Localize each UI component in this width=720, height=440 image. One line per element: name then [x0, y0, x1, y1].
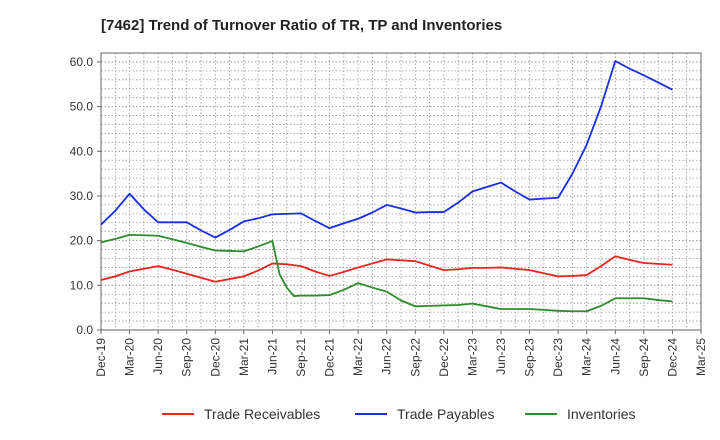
x-tick-label: Dec-20: [208, 338, 222, 377]
y-axis-ticks: 0.0 10.0 20.0 30.0 40.0 50.0 60.0: [70, 55, 101, 337]
x-tick-label: Mar-22: [351, 338, 365, 376]
y-tick-label: 60.0: [70, 55, 94, 69]
legend-label-inventories: Inventories: [567, 406, 635, 422]
x-tick-label: Sep-23: [523, 338, 537, 377]
x-tick-label: Mar-24: [580, 338, 594, 376]
y-tick-label: 10.0: [70, 278, 94, 292]
x-tick-label: Jun-22: [380, 338, 394, 375]
legend-label-trade-receivables: Trade Receivables: [204, 406, 320, 422]
x-tick-label: Jun-20: [151, 338, 165, 375]
chart-title: [7462] Trend of Turnover Ratio of TR, TP…: [101, 17, 502, 34]
x-tick-label: Dec-21: [323, 338, 337, 377]
x-tick-label: Dec-22: [437, 338, 451, 377]
x-tick-label: Dec-19: [94, 338, 108, 377]
series-line-inventories: [100, 233, 673, 313]
x-tick-label: Sep-22: [408, 338, 422, 377]
x-tick-label: Sep-24: [637, 338, 651, 377]
x-tick-label: Sep-21: [294, 338, 308, 377]
y-tick-label: 30.0: [70, 189, 94, 203]
y-tick-label: 40.0: [70, 144, 94, 158]
legend-label-trade-payables: Trade Payables: [397, 406, 495, 422]
y-tick-label: 0.0: [76, 323, 93, 337]
x-tick-label: Sep-20: [180, 338, 194, 377]
series-line-trade-payables: [100, 60, 673, 239]
x-tick-label: Mar-21: [237, 338, 251, 376]
x-tick-label: Dec-24: [665, 338, 679, 377]
x-tick-label: Mar-25: [694, 338, 708, 376]
x-tick-label: Mar-23: [465, 338, 479, 376]
grid-lines: [101, 53, 701, 330]
y-tick-label: 50.0: [70, 100, 94, 114]
x-tick-label: Dec-23: [551, 338, 565, 377]
x-tick-label: Mar-20: [123, 338, 137, 376]
x-axis-ticks: Dec-19 Mar-20 Jun-20 Sep-20 Dec-20 Mar-21 Jun-…: [94, 330, 708, 377]
x-tick-label: Jun-24: [608, 338, 622, 375]
x-tick-label: Jun-23: [494, 338, 508, 375]
plot-area-frame: [100, 52, 702, 331]
y-tick-label: 20.0: [70, 234, 94, 248]
series-line-trade-receivables: [100, 255, 673, 283]
legend: Trade Receivables Trade Payables Inventori…: [162, 406, 635, 422]
series-lines: [100, 60, 673, 313]
x-tick-label: Jun-21: [265, 338, 279, 375]
